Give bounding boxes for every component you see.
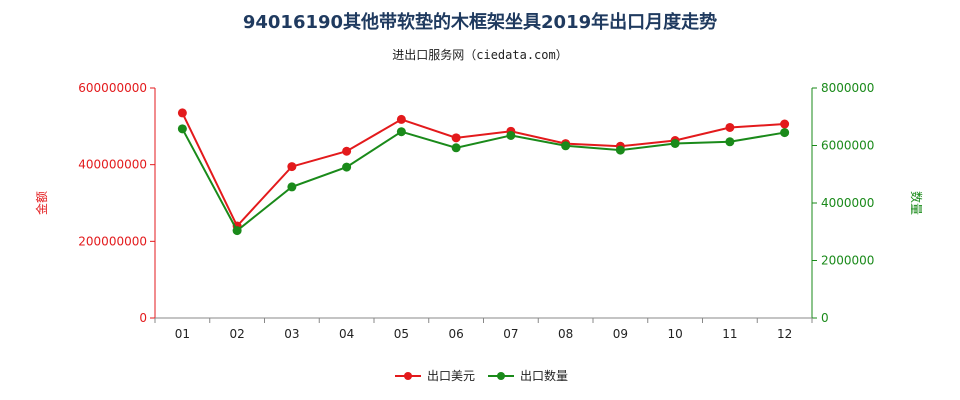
chart-subtitle: 进出口服务网（ciedata.com） bbox=[392, 48, 568, 62]
series-2-point bbox=[780, 128, 790, 138]
series-2-point bbox=[615, 145, 625, 155]
left-y-tick-label: 600000000 bbox=[78, 81, 147, 95]
series-2-point bbox=[561, 141, 571, 151]
right-y-tick-label: 0 bbox=[821, 311, 829, 325]
series-1-point bbox=[342, 146, 352, 156]
series-1-point bbox=[780, 119, 790, 129]
series-line-2 bbox=[181, 128, 785, 233]
series-1-point bbox=[451, 133, 461, 143]
x-tick-label: 04 bbox=[339, 327, 354, 341]
series-1-point bbox=[396, 114, 406, 124]
x-tick-label: 02 bbox=[229, 327, 244, 341]
series-2-point bbox=[506, 130, 516, 140]
x-tick-label: 05 bbox=[394, 327, 409, 341]
left-y-tick-label: 400000000 bbox=[78, 158, 147, 172]
series-2-point bbox=[451, 143, 461, 153]
legend-swatch-marker bbox=[404, 372, 412, 380]
chart-title: 94016190其他带软垫的木框架坐具2019年出口月度走势 bbox=[242, 12, 718, 33]
series-line-1 bbox=[181, 112, 785, 228]
series-1-point bbox=[725, 122, 735, 132]
series-1-point bbox=[287, 162, 297, 172]
right-y-axis-label: 数量 bbox=[909, 191, 924, 215]
x-tick-label: 12 bbox=[777, 327, 792, 341]
right-y-tick-label: 4000000 bbox=[821, 196, 874, 210]
right-y-tick-label: 6000000 bbox=[821, 139, 874, 153]
series-2-point bbox=[342, 162, 352, 172]
series-2-point bbox=[287, 182, 297, 192]
series-2-point bbox=[725, 137, 735, 147]
right-y-tick-label: 2000000 bbox=[821, 254, 874, 268]
left-y-axis-label: 金额 bbox=[34, 191, 49, 215]
x-tick-label: 10 bbox=[667, 327, 682, 341]
legend-label: 出口美元 bbox=[427, 369, 475, 383]
series-1-point bbox=[177, 108, 187, 118]
series-2-point bbox=[396, 127, 406, 137]
x-tick-label: 07 bbox=[503, 327, 518, 341]
left-y-tick-label: 200000000 bbox=[78, 234, 147, 248]
series-2-point bbox=[670, 138, 680, 148]
x-tick-label: 01 bbox=[175, 327, 190, 341]
legend-swatch-marker bbox=[497, 372, 505, 380]
x-tick-label: 06 bbox=[448, 327, 463, 341]
x-tick-label: 09 bbox=[613, 327, 628, 341]
x-tick-label: 08 bbox=[558, 327, 573, 341]
series-2-point bbox=[177, 124, 187, 134]
x-tick-label: 03 bbox=[284, 327, 299, 341]
series-2-point bbox=[232, 226, 242, 236]
right-y-tick-label: 8000000 bbox=[821, 81, 874, 95]
x-tick-label: 11 bbox=[722, 327, 737, 341]
legend-label: 出口数量 bbox=[520, 368, 568, 383]
left-y-tick-label: 0 bbox=[139, 311, 147, 325]
